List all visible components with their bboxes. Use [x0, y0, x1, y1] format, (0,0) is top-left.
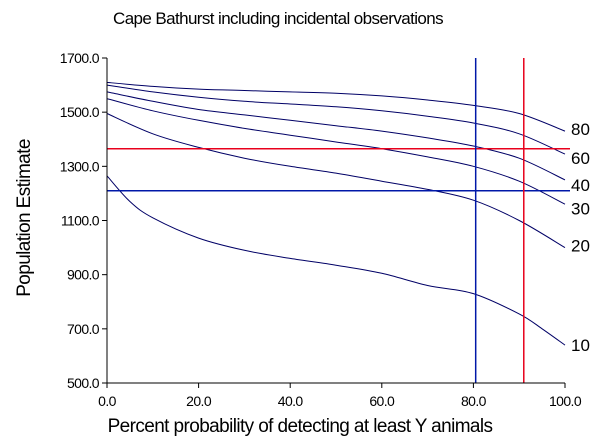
y-axis-ticks: 500.0 700.0 900.0 1100.0 1300.0 1500.0 1700.0 — [60, 50, 107, 391]
x-axis-ticks: 0.0 20.0 40.0 60.0 80.0 100.0 — [98, 383, 582, 409]
series-lines — [106, 81, 566, 346]
y-tick-label: 1700.0 — [60, 50, 100, 66]
series-label-20: 20 — [571, 237, 590, 256]
series-end-labels: 10 20 30 40 60 80 — [571, 120, 590, 355]
reference-lines — [107, 58, 570, 383]
series-label-30: 30 — [571, 199, 590, 218]
series-line-40 — [106, 91, 566, 181]
axes — [106, 58, 565, 384]
series-line-20 — [106, 113, 566, 249]
series-line-30 — [106, 98, 566, 205]
y-tick-label: 1500.0 — [60, 104, 100, 120]
y-tick-label: 900.0 — [67, 267, 100, 283]
series-line-60 — [106, 84, 566, 155]
x-tick-label: 80.0 — [461, 393, 487, 409]
x-tick-label: 40.0 — [278, 393, 304, 409]
y-tick-label: 500.0 — [67, 375, 100, 391]
series-line-10 — [106, 175, 566, 346]
x-tick-label: 0.0 — [98, 393, 116, 409]
series-label-40: 40 — [571, 176, 590, 195]
x-axis-label: Percent probability of detecting at leas… — [108, 416, 493, 437]
x-tick-label: 100.0 — [549, 393, 582, 409]
y-tick-label: 1100.0 — [61, 213, 100, 229]
y-tick-label: 1300.0 — [60, 158, 100, 174]
series-label-80: 80 — [571, 120, 590, 139]
chart-title: Cape Bathurst including incidental obser… — [113, 9, 443, 28]
series-label-60: 60 — [571, 149, 590, 168]
y-axis-label: Population Estimate — [14, 139, 35, 297]
x-tick-label: 20.0 — [186, 393, 212, 409]
series-line-80 — [106, 81, 566, 132]
series-label-10: 10 — [571, 336, 590, 355]
x-tick-label: 60.0 — [369, 393, 395, 409]
y-tick-label: 700.0 — [67, 321, 100, 337]
